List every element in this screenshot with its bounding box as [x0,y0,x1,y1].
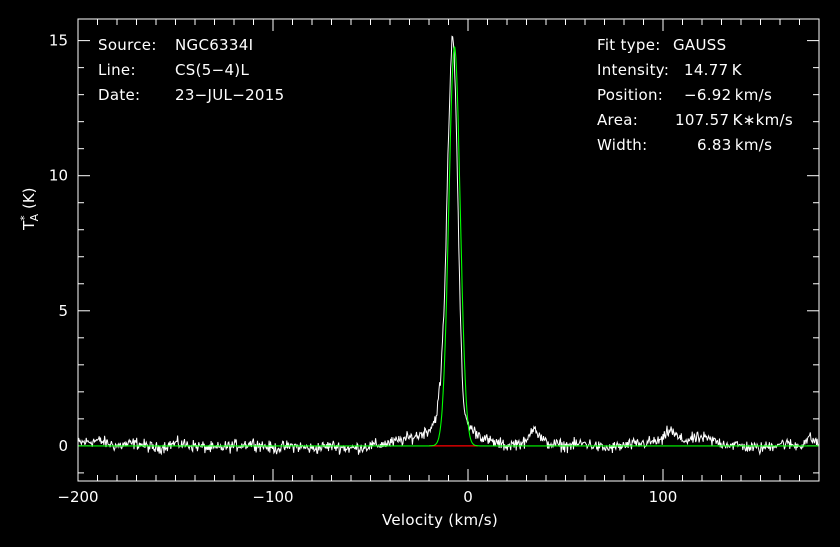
x-tick-label: −200 [57,488,98,506]
source-key: Source: [98,36,157,54]
y-axis-label-sub: A [28,213,41,222]
position-value: −6.92 km/s [684,86,773,104]
line-value: CS(5−4)L [175,61,250,79]
position-key: Position: [597,86,664,104]
fit-type-value: GAUSS [673,36,727,54]
x-tick-label: 100 [649,488,678,506]
y-tick-label: 10 [49,167,68,185]
fit-type-key: Fit type: [597,36,661,54]
width-key: Width: [597,136,648,154]
area-key: Area: [597,111,639,129]
width-value: 6.83 km/s [697,136,773,154]
date-value: 23−JUL−2015 [175,86,285,104]
date-key: Date: [98,86,141,104]
line-key: Line: [98,61,136,79]
intensity-value: 14.77 K [684,61,742,79]
plot-frame [77,18,820,482]
y-axis-label: T*A (K) [18,187,41,230]
y-axis-label-unit: (K) [20,187,38,210]
gaussian-fit-line [78,45,819,447]
y-tick-label: 5 [58,302,68,320]
x-tick-label: 0 [463,488,473,506]
area-value: 107.57 K∗km/s [675,111,793,129]
observed-spectrum-line [77,35,819,456]
x-tick-label: −100 [252,488,293,506]
source-value: NGC6334I [175,36,254,54]
y-tick-label: 15 [49,32,68,50]
y-axis-label-main: T [20,220,38,230]
y-tick-label: 0 [58,437,68,455]
x-axis-label: Velocity (km/s) [382,511,498,529]
intensity-key: Intensity: [597,61,670,79]
